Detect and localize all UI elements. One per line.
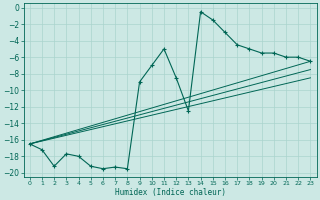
X-axis label: Humidex (Indice chaleur): Humidex (Indice chaleur)	[115, 188, 226, 197]
